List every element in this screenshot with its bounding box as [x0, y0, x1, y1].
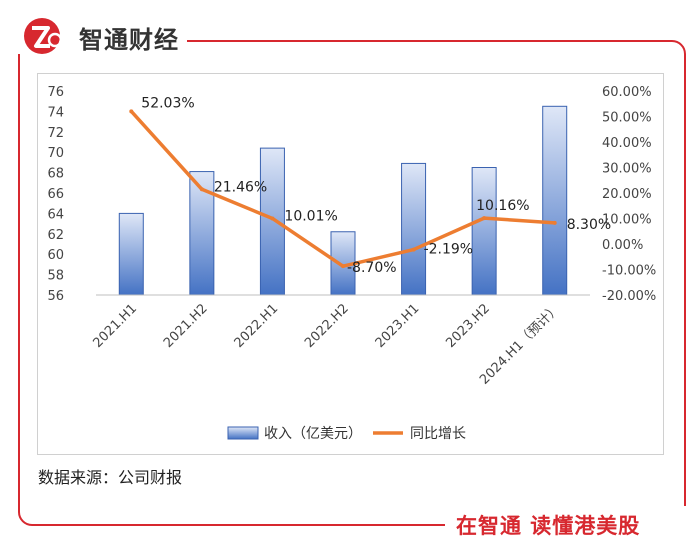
revenue-bar-0: [118, 212, 144, 296]
y-left-tick-label: 56: [47, 289, 64, 304]
y-right-tick-label: 0.00%: [602, 238, 643, 253]
x-category-label: 2023.H2: [443, 301, 493, 351]
chart-container: 52.03% 21.46% 10.01% -8.70% -2.19% 10.16% 8.30…: [37, 73, 664, 455]
revenue-bar-2: [259, 147, 285, 296]
growth-point-0: [129, 109, 134, 114]
growth-data-label: 21.46%: [214, 179, 267, 195]
growth-data-label: 10.01%: [284, 208, 337, 224]
legend-label-revenue: 收入（亿美元）: [264, 426, 362, 442]
y-right-tick-label: 30.00%: [602, 162, 652, 177]
revenue-bar-6: [542, 105, 568, 296]
growth-data-label: 8.30%: [567, 217, 611, 233]
y-left-tick-label: 60: [47, 248, 64, 263]
growth-data-label: -2.19%: [424, 242, 474, 258]
y-left-tick-label: 62: [47, 228, 64, 243]
growth-point-2: [270, 216, 275, 221]
x-category-label: 2021.H2: [161, 301, 211, 351]
x-category-label: 2022.H1: [232, 301, 282, 351]
y-right-tick-label: 10.00%: [602, 213, 652, 228]
y-right-tick-label: 60.00%: [602, 85, 652, 100]
y-right-tick-label: 40.00%: [602, 136, 652, 151]
growth-point-4: [411, 247, 416, 252]
legend-label-growth: 同比增长: [410, 426, 466, 442]
growth-data-label: -8.70%: [347, 260, 397, 276]
y-left-tick-label: 72: [47, 126, 64, 141]
y-left-tick-label: 58: [47, 269, 64, 284]
zhitong-logo-icon: [24, 18, 63, 54]
revenue-bar-4: [401, 162, 427, 296]
growth-point-5: [482, 216, 487, 221]
growth-data-label: 10.16%: [476, 198, 529, 214]
x-category-label: 2023.H1: [373, 301, 423, 351]
y-left-tick-label: 66: [47, 187, 64, 202]
footer-mask: [445, 506, 690, 542]
x-category-label: 2022.H2: [302, 301, 352, 351]
y-left-tick-label: 76: [47, 85, 64, 100]
legend-swatch-revenue: [227, 426, 259, 440]
y-right-tick-label: -20.00%: [602, 289, 656, 304]
y-left-tick-label: 68: [47, 167, 64, 182]
y-right-tick-label: 20.00%: [602, 187, 652, 202]
revenue-bar-5: [471, 167, 497, 296]
slogan: 在智通 读懂港美股: [456, 514, 641, 538]
y-left-tick-label: 70: [47, 146, 64, 161]
data-source-note: 数据来源：公司财报: [38, 468, 183, 487]
chart-svg: 52.03% 21.46% 10.01% -8.70% -2.19% 10.16% 8.30…: [47, 85, 656, 442]
growth-data-label: 52.03%: [141, 95, 194, 111]
y-right-tick-label: -10.00%: [602, 264, 656, 279]
brand-name: 智通财经: [79, 26, 179, 54]
y-left-tick-label: 64: [47, 207, 64, 222]
y-right-tick-label: 50.00%: [602, 111, 652, 126]
x-category-label: 2021.H1: [90, 301, 140, 351]
growth-point-6: [552, 220, 557, 225]
y-left-tick-label: 74: [47, 105, 64, 120]
growth-point-1: [199, 187, 204, 192]
growth-point-3: [341, 264, 345, 269]
